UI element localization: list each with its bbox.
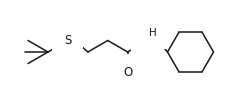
Text: H: H	[148, 28, 156, 39]
Text: O: O	[122, 66, 132, 79]
Text: N: N	[143, 34, 151, 47]
Text: S: S	[64, 34, 71, 47]
